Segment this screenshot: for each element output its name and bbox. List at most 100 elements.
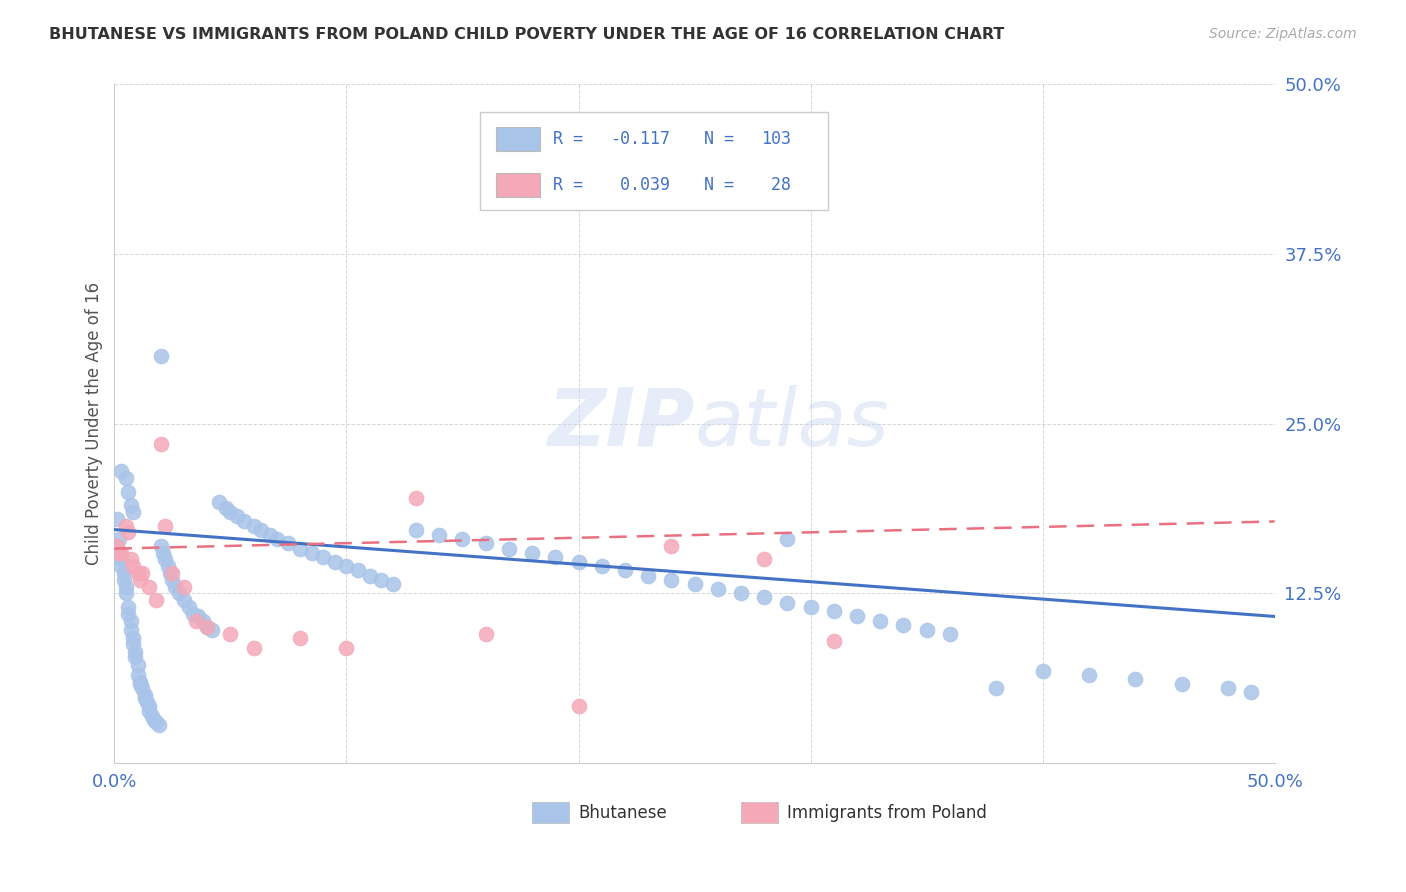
Point: [122, 631, 145, 645]
Point: [226, 509, 249, 524]
Point: [177, 599, 200, 614]
Y-axis label: Child Poverty Under the Age of 16: Child Poverty Under the Age of 16: [86, 282, 103, 566]
Point: [117, 484, 139, 499]
Point: [347, 563, 370, 577]
Point: [405, 523, 427, 537]
Point: [124, 650, 146, 665]
Point: [142, 713, 165, 727]
Point: [148, 718, 170, 732]
Point: [162, 573, 184, 587]
Point: [110, 552, 132, 566]
Point: [110, 546, 132, 560]
Point: [846, 609, 869, 624]
Point: [115, 518, 138, 533]
Point: [155, 552, 177, 566]
Point: [112, 566, 135, 580]
Point: [323, 555, 346, 569]
Bar: [531, 803, 569, 822]
Bar: [496, 173, 540, 197]
Point: [659, 539, 682, 553]
Point: [986, 681, 1008, 696]
Point: [108, 546, 131, 560]
Point: [498, 541, 520, 556]
Point: [359, 568, 381, 582]
Point: [129, 674, 152, 689]
Point: [163, 580, 186, 594]
Point: [370, 573, 392, 587]
Point: [451, 532, 474, 546]
Text: R =: R =: [553, 176, 593, 194]
Text: 0.039: 0.039: [610, 176, 669, 194]
Point: [427, 528, 450, 542]
Point: [122, 559, 145, 574]
Point: [312, 549, 335, 564]
Point: [112, 573, 135, 587]
Point: [117, 607, 139, 621]
Point: [117, 525, 139, 540]
Point: [138, 705, 160, 719]
Point: [115, 471, 138, 485]
Point: [187, 609, 209, 624]
Point: [120, 614, 142, 628]
Point: [405, 491, 427, 506]
Text: N =: N =: [704, 129, 744, 148]
Point: [127, 566, 149, 580]
Point: [730, 586, 752, 600]
Point: [544, 549, 567, 564]
Point: [134, 690, 156, 705]
Point: [162, 566, 184, 580]
Point: [567, 555, 589, 569]
Point: [776, 596, 799, 610]
Text: atlas: atlas: [695, 384, 890, 463]
Point: [915, 623, 938, 637]
Point: [277, 536, 299, 550]
Point: [249, 523, 271, 537]
Point: [288, 541, 311, 556]
Point: [823, 604, 845, 618]
Point: [131, 566, 153, 580]
Point: [754, 172, 776, 186]
Text: R =: R =: [553, 129, 593, 148]
Point: [939, 627, 962, 641]
Point: [754, 552, 776, 566]
Point: [288, 631, 311, 645]
Point: [108, 532, 131, 546]
Point: [1218, 681, 1240, 696]
Point: [191, 614, 214, 628]
Point: [215, 500, 238, 515]
Point: [129, 677, 152, 691]
Point: [131, 681, 153, 696]
Point: [219, 505, 242, 519]
Point: [105, 539, 128, 553]
Point: [233, 515, 256, 529]
Point: [152, 546, 174, 560]
Point: [266, 532, 288, 546]
Text: ZIP: ZIP: [547, 384, 695, 463]
Point: [208, 495, 231, 509]
Point: [659, 573, 682, 587]
Point: [242, 518, 264, 533]
Point: [520, 546, 543, 560]
Point: [122, 505, 145, 519]
Point: [120, 552, 142, 566]
Point: [195, 620, 218, 634]
Point: [754, 591, 776, 605]
Point: [800, 599, 823, 614]
Point: [129, 573, 152, 587]
Point: [1171, 677, 1194, 691]
Point: [195, 620, 218, 634]
Point: [122, 637, 145, 651]
Point: [145, 715, 167, 730]
Point: [301, 546, 323, 560]
Point: [120, 498, 142, 512]
Point: [1032, 664, 1054, 678]
Point: [1125, 672, 1147, 686]
Point: [474, 536, 496, 550]
Text: -0.117: -0.117: [610, 129, 669, 148]
Point: [127, 658, 149, 673]
Point: [156, 559, 179, 574]
Point: [138, 580, 160, 594]
Point: [169, 586, 191, 600]
Point: [149, 437, 172, 451]
Point: [159, 566, 181, 580]
